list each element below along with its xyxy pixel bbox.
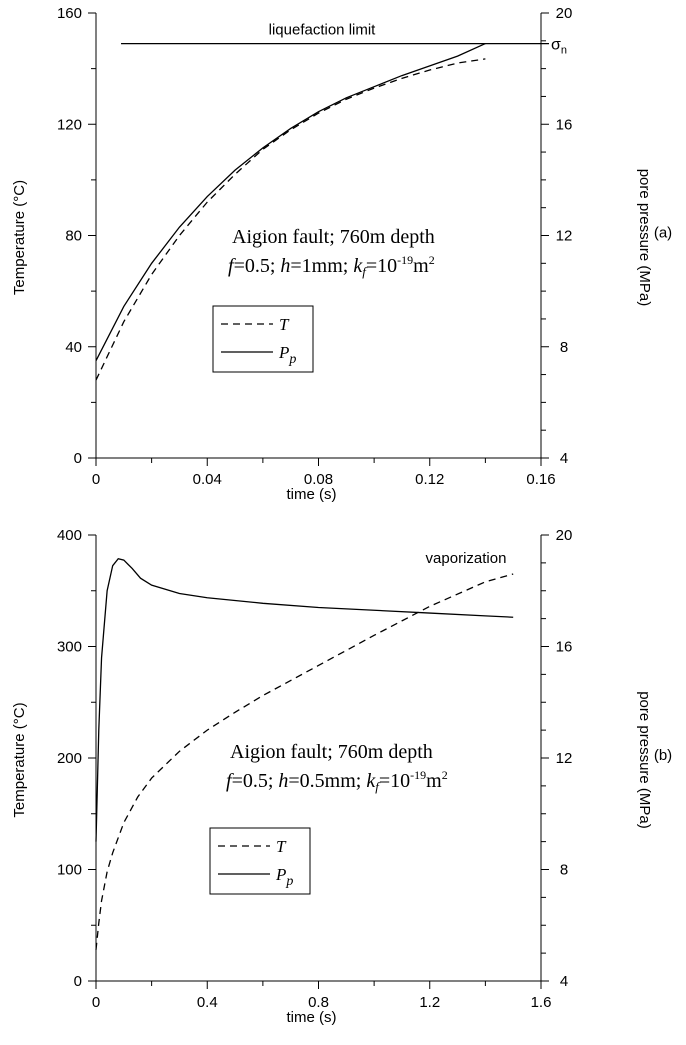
y-tick-label: 100 (57, 862, 82, 879)
legend-label-t: T (279, 315, 290, 334)
annotation-line2: f=0.5; h=0.5mm; kf=10-19m2 (226, 768, 448, 794)
y-tick-label: 300 (57, 639, 82, 656)
x-tick-label: 0 (92, 471, 100, 488)
legend-label-t: T (276, 837, 287, 856)
y2-tick-label: 20 (556, 5, 573, 22)
y-tick-label: 160 (57, 5, 82, 22)
y2-tick-label: 12 (556, 750, 573, 767)
panel-label: (b) (654, 747, 672, 764)
legend-box (212, 305, 314, 373)
y-tick-label: 120 (57, 116, 82, 133)
x-tick-label: 0.4 (197, 994, 218, 1011)
x-tick-label: 0.16 (526, 471, 555, 488)
series-line-t (95, 573, 514, 950)
y2-axis-label: pore pressure (MPa) (636, 691, 653, 829)
y2-tick-label: 16 (556, 639, 573, 656)
panel-b: 0 0.4 0.8 1.2 1.6 time (s) 0 100 200 300 400 Temper… (11, 527, 672, 1026)
x-axis-label: time (s) (287, 1009, 337, 1026)
series-line-t (95, 58, 486, 381)
legend-label-p: Pp (275, 865, 293, 889)
y-tick-label: 0 (74, 450, 82, 467)
y-tick-label: 40 (65, 339, 82, 356)
panel-a: 0 0.04 0.08 0.12 0.16 time (s) 0 40 80 120 160 Temp… (11, 5, 672, 503)
x-tick-label: 1.2 (419, 994, 440, 1011)
liquefaction-limit-label: liquefaction limit (269, 22, 377, 39)
y-tick-label: 0 (74, 973, 82, 990)
y2-tick-label: 16 (556, 116, 573, 133)
y-axis-label: Temperature (°C) (11, 702, 28, 817)
annotation-line2: f=0.5; h=1mm; kf=10-19m2 (228, 253, 435, 279)
x-tick-label: 0.8 (308, 994, 329, 1011)
y2-axis-label: pore pressure (MPa) (636, 169, 653, 307)
y2-tick-label: 4 (560, 973, 568, 990)
vaporization-label: vaporization (426, 550, 507, 567)
series-line-p (95, 42, 486, 361)
x-tick-label: 0 (92, 994, 100, 1011)
panel-label: (a) (654, 225, 672, 242)
y2-tick-label: 12 (556, 228, 573, 245)
annotation-line1: Aigion fault; 760m depth (232, 226, 435, 248)
sigma-n-label: σn (551, 37, 567, 57)
y-tick-label: 80 (65, 228, 82, 245)
x-tick-label: 0.04 (193, 471, 222, 488)
legend-label-p: Pp (278, 343, 296, 367)
y2-tick-label: 8 (560, 862, 568, 879)
y2-tick-label: 8 (560, 339, 568, 356)
x-tick-label: 0.08 (304, 471, 333, 488)
x-axis-label: time (s) (287, 486, 337, 503)
x-tick-label: 0.12 (415, 471, 444, 488)
series-line-p (95, 557, 514, 842)
annotation-line1: Aigion fault; 760m depth (230, 741, 433, 763)
x-tick-label: 1.6 (531, 994, 552, 1011)
y-axis-label: Temperature (°C) (11, 180, 28, 295)
y2-tick-label: 20 (556, 527, 573, 544)
y-tick-label: 400 (57, 527, 82, 544)
y2-tick-label: 4 (560, 450, 568, 467)
y-tick-label: 200 (57, 750, 82, 767)
legend-box (209, 827, 311, 895)
